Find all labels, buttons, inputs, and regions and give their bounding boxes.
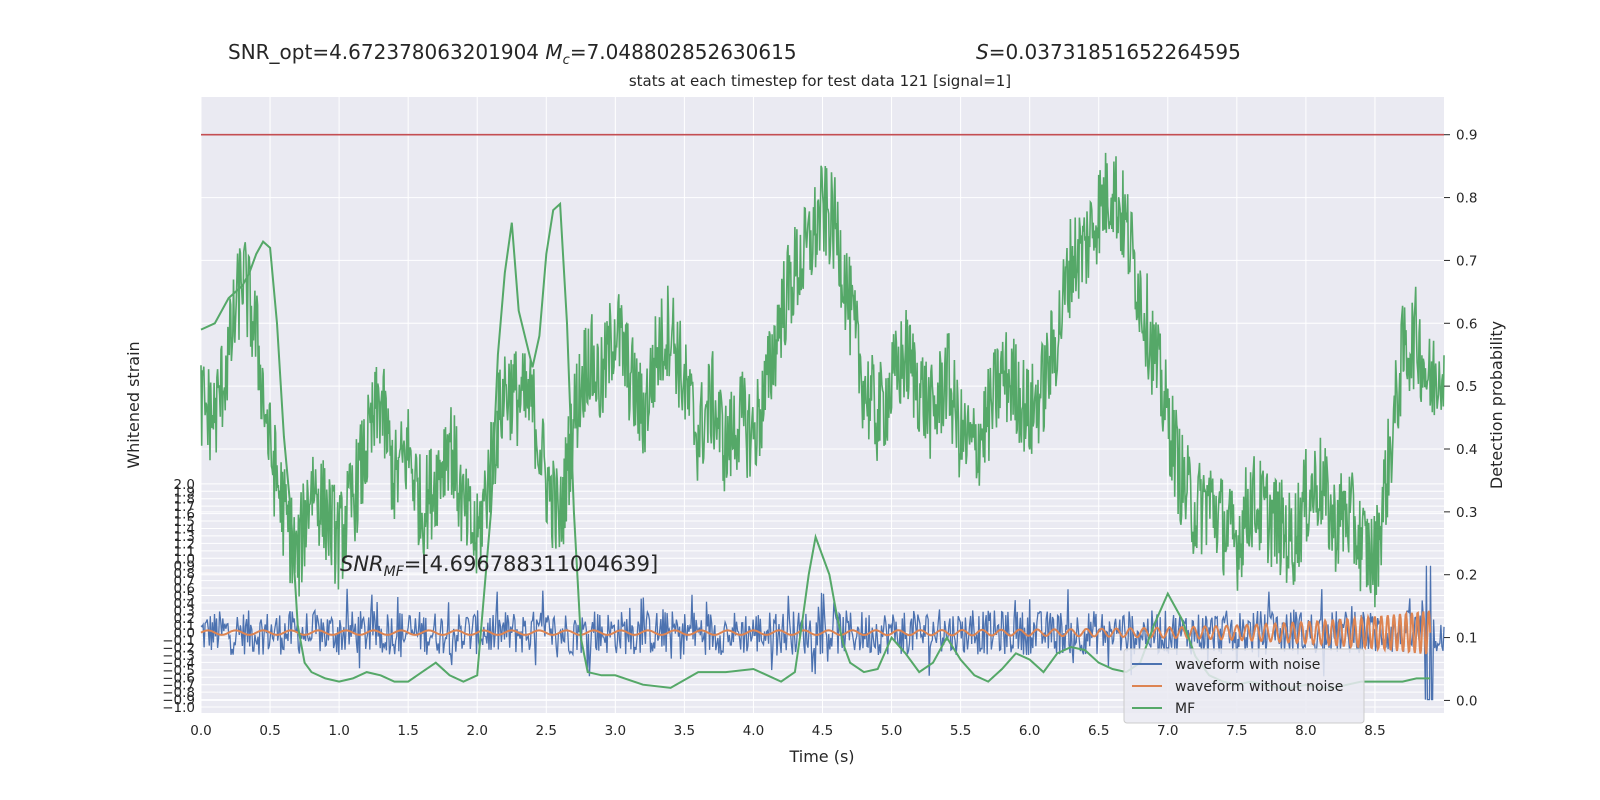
y-left-tick-label: 1.8 [174,492,195,508]
snr-opt-text: SNR_opt=4.672378063201904 [228,40,540,64]
y-left-tick-label: −0.7 [162,678,195,694]
x-tick-label: 2.0 [466,723,487,739]
mc-symbol: M [545,40,563,64]
x-tick-label: 8.5 [1364,723,1385,739]
y-left-tick-label: 0.8 [174,566,195,582]
y-left-tick-label: 0.9 [174,559,195,575]
legend-label-noise: waveform with noise [1175,657,1320,673]
mc-subscript: c [562,53,570,68]
y-left-tick-label: −0.8 [162,685,195,701]
y-right-tick-label: 0.4 [1456,442,1477,458]
y-left-tick-label: 1.5 [174,514,195,530]
y-right-tick-label: 0.1 [1456,631,1477,647]
y-left-tick-label: −0.2 [162,641,195,657]
y-right-tick-label: 0.8 [1456,191,1477,207]
legend: waveform with noise waveform without noi… [1123,648,1365,724]
y-left-tick-label: −0.3 [162,648,195,664]
y-left-tick-label: 1.9 [174,484,195,500]
s-value: =0.03731851652264595 [988,40,1241,64]
snr-opt-header: SNR_opt=4.672378063201904 Mc=7.048802852… [228,40,797,68]
y-left-tick-label: −0.4 [162,655,195,671]
y-left-tick-label: 0.7 [174,574,195,590]
snr-mf-subscript: MF [384,564,405,580]
legend-label-mf: MF [1175,701,1195,717]
x-tick-label: 6.0 [1019,723,1040,739]
y-right-tick-label: 0.5 [1456,379,1477,395]
y-axis-label-right: Detection probability [1487,321,1506,489]
y-left-tick-label: 1.3 [174,529,195,545]
y-left-tick-label: 0.4 [174,596,195,612]
y-left-tick-label: 1.1 [174,544,195,560]
x-tick-label: 0.5 [259,723,280,739]
snr-mf-annotation: SNRMF=[4.696788311004639] [340,552,658,580]
y-left-tick-label: −0.6 [162,670,195,686]
y-right-tick-label: 0.6 [1456,316,1477,332]
x-tick-label: 6.5 [1088,723,1109,739]
mc-value: =7.048802852630615 [569,40,797,64]
y-left-tick-label: 1.4 [174,521,195,537]
s-symbol: S [976,40,989,64]
chart-title: stats at each timestep for test data 121… [628,72,1012,90]
x-tick-label: 1.0 [328,723,349,739]
x-tick-label: 5.0 [881,723,902,739]
y-right-tick-label: 0.2 [1456,568,1477,584]
y-left-tick-label: 0.5 [174,588,195,604]
series-waveform-without-noise [200,610,1432,655]
y-left-tick-label: 1.6 [174,507,195,523]
ticks-layer: 0.0 0.5 1.0 1.5 2.0 2.5 3.0 3.5 4.0 4.5 5.0 5.5 6.0 6… [162,128,1477,739]
y-left-tick-label: −0.9 [162,693,195,709]
y-left-tick-label: 0.6 [174,581,195,597]
y-left-tick-label: 2.0 [174,477,195,493]
x-tick-label: 7.0 [1157,723,1178,739]
x-tick-label: 1.5 [397,723,418,739]
y-left-tick-label: −0.5 [162,663,195,679]
y-right-tick-label: 0.0 [1456,693,1477,709]
y-right-tick-label: 0.7 [1456,253,1477,269]
legend-box [1123,648,1365,724]
snr-mf-prefix: SNR [340,552,384,576]
x-tick-label: 7.5 [1226,723,1247,739]
y-left-tick-label: 0.3 [174,603,195,619]
series-detection-probability [200,152,1445,608]
y-right-tick-label: 0.3 [1456,505,1477,521]
x-tick-label: 8.0 [1295,723,1316,739]
y-left-tick-label: −0.1 [162,633,195,649]
x-tick-label: 4.0 [743,723,764,739]
x-tick-label: 2.5 [536,723,557,739]
snr-mf-value: =[4.696788311004639] [404,552,658,576]
x-tick-label: 0.0 [190,723,211,739]
x-tick-label: 5.5 [950,723,971,739]
x-tick-label: 4.5 [812,723,833,739]
y-left-tick-label: 1.0 [174,551,195,567]
y-left-tick-label: 1.2 [174,536,195,552]
y-left-tick-label: 0.2 [174,611,195,627]
y-left-tick-label: −1.0 [162,700,195,716]
x-tick-label: 3.5 [674,723,695,739]
x-axis-label: Time (s) [788,747,854,766]
legend-label-clean: waveform without noise [1175,679,1343,695]
x-tick-label: 3.0 [605,723,626,739]
y-right-tick-label: 0.9 [1456,128,1477,144]
y-left-tick-label: 1.7 [174,499,195,515]
y-left-tick-label: 0.1 [174,618,195,634]
y-left-tick-label: 0.0 [174,626,195,642]
s-header: S=0.03731851652264595 [976,40,1241,64]
y-axis-label-left: Whitened strain [124,341,143,468]
